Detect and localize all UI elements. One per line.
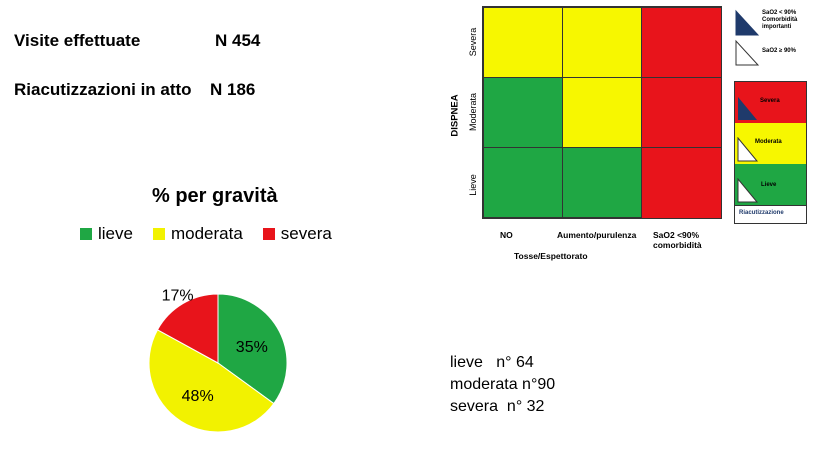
cell-severa-no (483, 7, 563, 78)
key-moderata-label: Moderata (755, 139, 782, 145)
cell-severa-aumento (562, 7, 642, 78)
pie-label-moderata: 48% (182, 388, 214, 405)
severity-counts: lieve n° 64 moderata n°90 severa n° 32 (450, 352, 555, 418)
legend-swatch-severa (262, 228, 275, 240)
key-lieve-label: Lieve (761, 182, 777, 188)
cell-moderata-aumento (562, 77, 642, 148)
col-label-comorbidita: comorbidità (653, 240, 702, 250)
key-severa-triangle-icon (738, 97, 757, 120)
key-legend-box: Severa Moderata Lieve Riacutizzazione (734, 81, 807, 224)
severity-matrix (482, 6, 722, 219)
sao2-ok-triangle-icon (735, 39, 760, 66)
row-label-lieve: Lieve (468, 174, 478, 196)
count-moderata: moderata n°90 (450, 376, 556, 393)
key-severa: Severa (735, 82, 806, 124)
cell-lieve-sao2 (641, 147, 722, 219)
key-sao2-low-line3: importanti (762, 24, 792, 30)
row-label-moderata: Moderata (468, 92, 478, 132)
legend-swatch-moderata (152, 228, 165, 240)
key-lieve: Lieve (735, 164, 806, 206)
relapse-label: Riacutizzazioni in atto (14, 80, 192, 99)
legend-item-lieve: lieve (80, 224, 133, 244)
pie-label-severa: 17% (162, 288, 194, 305)
y-axis-title: DISPNEA (449, 94, 461, 137)
pie-slice-severa (156, 293, 219, 364)
pie-title: % per gravità (152, 185, 278, 207)
legend-label-lieve: lieve (98, 224, 133, 243)
visits-value: N 454 (215, 31, 261, 50)
col-label-sao2: SaO2 <90% (653, 230, 700, 240)
pie-legend: lieve moderata severa (80, 224, 352, 244)
legend-label-severa: severa (280, 224, 332, 243)
cell-lieve-aumento (562, 147, 642, 218)
key-sao2-low: SaO2 < 90% Comorbidità importanti (762, 10, 797, 31)
pie-label-lieve: 35% (236, 339, 268, 356)
x-axis-title: Tosse/Espettorato (514, 251, 588, 261)
cell-severa-sao2 (641, 7, 722, 78)
key-moderata: Moderata (735, 123, 806, 165)
count-lieve: lieve n° 64 (450, 354, 534, 371)
col-label-no: NO (500, 230, 513, 240)
cell-moderata-sao2 (641, 77, 722, 148)
sao2-low-triangle-icon (735, 9, 760, 36)
key-severa-label: Severa (760, 98, 780, 104)
key-sao2-low-line1: SaO2 < 90% (762, 10, 797, 16)
row-label-severa: Severa (468, 27, 478, 57)
count-severa: severa n° 32 (450, 398, 545, 415)
relapse-value: N 186 (210, 80, 256, 99)
cell-moderata-no (483, 77, 563, 148)
key-lieve-triangle-icon (737, 178, 759, 203)
visits-label: Visite effettuate (14, 31, 141, 50)
key-caption: Riacutizzazione (739, 210, 784, 216)
key-symbols (735, 9, 760, 66)
cell-lieve-no (483, 147, 563, 218)
pie-slice-lieve (217, 293, 288, 405)
key-sao2-ok: SaO2 ≥ 90% (762, 48, 796, 54)
legend-swatch-lieve (80, 228, 92, 240)
col-label-aumento: Aumento/purulenza (557, 230, 637, 240)
legend-label-moderata: moderata (170, 224, 243, 243)
pie-slice-moderata (148, 329, 275, 433)
legend-item-severa: severa (262, 224, 332, 244)
key-moderata-triangle-icon (737, 137, 759, 162)
key-sao2-low-line2: Comorbidità (762, 17, 798, 23)
legend-item-moderata: moderata (152, 224, 243, 244)
